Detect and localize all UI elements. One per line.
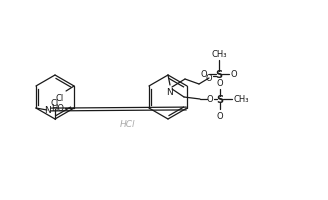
Text: CH₃: CH₃: [211, 50, 227, 59]
Text: Cl: Cl: [51, 99, 59, 107]
Text: O: O: [231, 70, 237, 79]
Text: N: N: [167, 88, 174, 97]
Text: HCl: HCl: [119, 120, 135, 129]
Text: O: O: [206, 74, 212, 83]
Text: Cl: Cl: [56, 94, 64, 102]
Text: CH₃: CH₃: [234, 95, 250, 104]
Text: S: S: [215, 70, 223, 80]
Text: O: O: [207, 95, 213, 104]
Text: N: N: [45, 106, 51, 115]
Text: S: S: [216, 95, 224, 104]
Text: O: O: [200, 70, 207, 79]
Text: HO: HO: [51, 104, 64, 113]
Text: O: O: [217, 111, 223, 120]
Text: O: O: [217, 79, 223, 88]
